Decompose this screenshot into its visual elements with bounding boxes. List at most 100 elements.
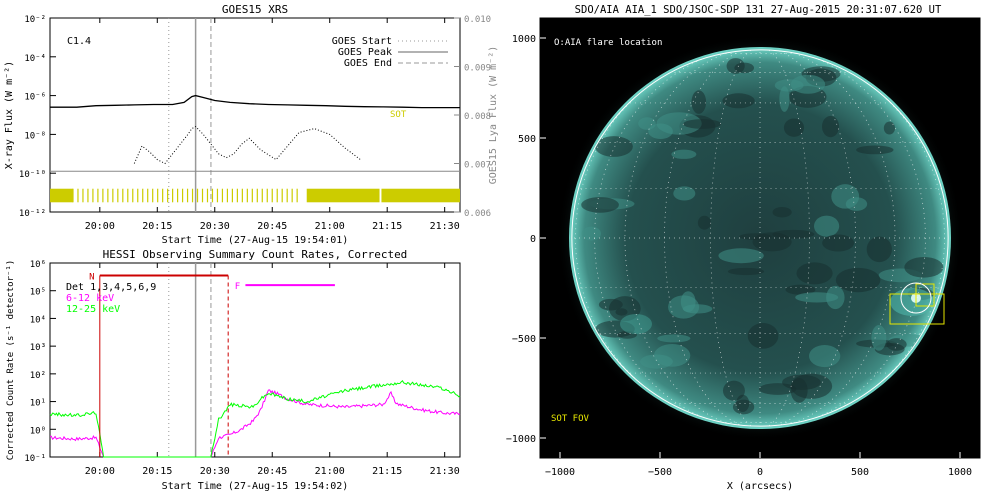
disk-dark-region (581, 197, 619, 213)
aia-flare-location-label: O:AIA flare location (554, 38, 662, 48)
goes-y2-tick-label: 0.006 (464, 209, 491, 219)
goes-x-tick-label: 20:45 (257, 221, 287, 232)
grid-longitude-line (664, 49, 761, 427)
disk-bright-region (795, 292, 839, 303)
disk-dark-region (866, 236, 892, 263)
aia-sot-fov-label: SOT FOV (551, 414, 590, 424)
aia-y-tick-label: 500 (518, 134, 536, 145)
hessi-x-tick-label: 20:45 (257, 466, 287, 477)
grid-longitude-line (759, 49, 856, 427)
sot-fov-box-0 (889, 293, 945, 325)
goes-x-tick-label: 20:15 (142, 221, 172, 232)
aia-flare-location-marker (900, 282, 932, 314)
disk-dark-region (886, 338, 907, 351)
hessi-night-label: N (89, 272, 94, 282)
disk-dark-region (683, 119, 722, 129)
goes-y2-tick-label: 0.010 (464, 15, 491, 25)
hessi-x-tick-label: 20:15 (142, 466, 172, 477)
aia-x-tick-label: −1000 (545, 467, 575, 478)
goes-series-dotted (133, 125, 361, 165)
goes-legend: GOES Start GOES Peak GOES End (332, 36, 448, 69)
disk-dark-region (883, 121, 896, 135)
disk-dark-region (727, 267, 765, 276)
disk-dark-region (785, 284, 816, 295)
sun-disk-features (581, 58, 944, 415)
goes-flare-class: C1.4 (67, 36, 91, 47)
hessi-y-tick-label: 10² (30, 371, 46, 381)
goes-series (50, 94, 460, 172)
disk-bright-region (673, 186, 696, 201)
hessi-x-tick-label: 21:15 (372, 466, 402, 477)
goes-y-tick-label: 10⁻² (24, 15, 46, 25)
hessi-x-label: Start Time (27-Aug-15 19:54:02) (162, 481, 349, 492)
goes-y2-tick-label: 0.009 (464, 64, 491, 74)
aia-y-tick-label: 0 (530, 234, 536, 245)
goes-y2-axis: 0.010 0.009 0.008 0.007 0.006 (454, 15, 491, 219)
sot-fov-box-1 (915, 283, 935, 307)
goes-y2-tick-label: 0.007 (464, 161, 491, 171)
aia-image (557, 35, 963, 441)
grid-longitude-line (710, 49, 761, 427)
hessi-y-tick-label: 10⁵ (30, 288, 46, 298)
disk-dark-region (821, 115, 840, 138)
goes-y2-label: GOES15 Lya Flux (W m⁻²) (488, 46, 499, 184)
hessi-flare-label: F (235, 282, 240, 292)
hessi-x-tick-label: 21:30 (430, 466, 460, 477)
goes-y-tick-label: 10⁻¹⁰ (19, 170, 46, 180)
goes-y-tick-label: 10⁻¹² (19, 209, 46, 219)
disk-dark-region (796, 262, 833, 285)
hessi-x-axis: 20:00 20:15 20:30 20:45 21:00 21:15 21:30 (85, 263, 460, 477)
disk-bright-region (682, 304, 713, 314)
goes-x-tick-label: 21:15 (372, 221, 402, 232)
hessi-x-tick-label: 20:00 (85, 466, 115, 477)
disk-bright-region (657, 334, 691, 343)
disk-dark-region (835, 267, 881, 293)
disk-bright-region (813, 215, 840, 237)
aia-y-tick-label: 1000 (512, 34, 536, 45)
hessi-series-1 (49, 380, 461, 458)
active-region-glow (890, 288, 934, 316)
hessi-event-markers (168, 263, 212, 457)
hessi-x-tick-label: 20:30 (200, 466, 230, 477)
goes-x-axis: 20:00 20:15 20:30 20:45 21:00 21:15 21:30 (85, 18, 460, 232)
hessi-x-tick-label: 21:00 (315, 466, 345, 477)
aia-x-label: X (arcsecs) (727, 481, 793, 492)
goes-obs-solid-segment (50, 188, 73, 203)
legend-goes-peak: GOES Peak (338, 47, 392, 58)
hessi-y-tick-label: 10¹ (30, 399, 46, 409)
hessi-legend-high: 12-25 keV (66, 304, 120, 315)
aia-title: SDO/AIA AIA_1 SDO/JSOC-SDP 131 27-Aug-20… (575, 4, 942, 16)
disk-dark-region (697, 215, 711, 230)
disk-bright-region (718, 248, 764, 264)
hessi-title: HESSI Observing Summary Count Rates, Cor… (103, 248, 408, 261)
goes-observation-bar (50, 188, 460, 203)
goes-x-tick-label: 21:30 (430, 221, 460, 232)
disk-dark-region (790, 373, 833, 399)
goes-x-label: Start Time (27-Aug-15 19:54:01) (162, 235, 349, 246)
sot-fov-boxes (889, 283, 945, 325)
hessi-y-tick-label: 10⁻¹ (24, 454, 46, 464)
hessi-series (49, 380, 461, 458)
disk-dark-region (691, 90, 707, 114)
grid-longitude-line (594, 49, 761, 427)
disk-dark-region (822, 234, 855, 252)
disk-dark-region (732, 399, 755, 415)
disk-bright-region (581, 226, 601, 241)
hessi-y-tick-label: 10⁶ (30, 260, 46, 270)
hessi-detectors-label: Det 1,3,4,5,6,9 (66, 282, 156, 293)
disk-bright-region (648, 123, 673, 140)
hessi-y-tick-label: 10³ (30, 343, 46, 353)
hessi-y-axis: 10⁶ 10⁵ 10⁴ 10³ 10² 10¹ 10⁰ 10⁻¹ (24, 260, 56, 464)
goes-sot-label: SOT (390, 110, 407, 120)
solar-limb (571, 49, 949, 427)
aia-y-axis: 1000 500 0 −500 −1000 (506, 34, 546, 445)
legend-goes-start: GOES Start (332, 36, 392, 47)
disk-dark-region (904, 256, 944, 278)
disk-bright-region (871, 325, 887, 351)
disk-dark-region (772, 229, 815, 239)
aia-x-tick-label: 0 (757, 467, 763, 478)
disk-bright-region (779, 86, 790, 112)
disk-dark-region (615, 308, 628, 316)
goes-obs-solid-segment (306, 188, 380, 203)
